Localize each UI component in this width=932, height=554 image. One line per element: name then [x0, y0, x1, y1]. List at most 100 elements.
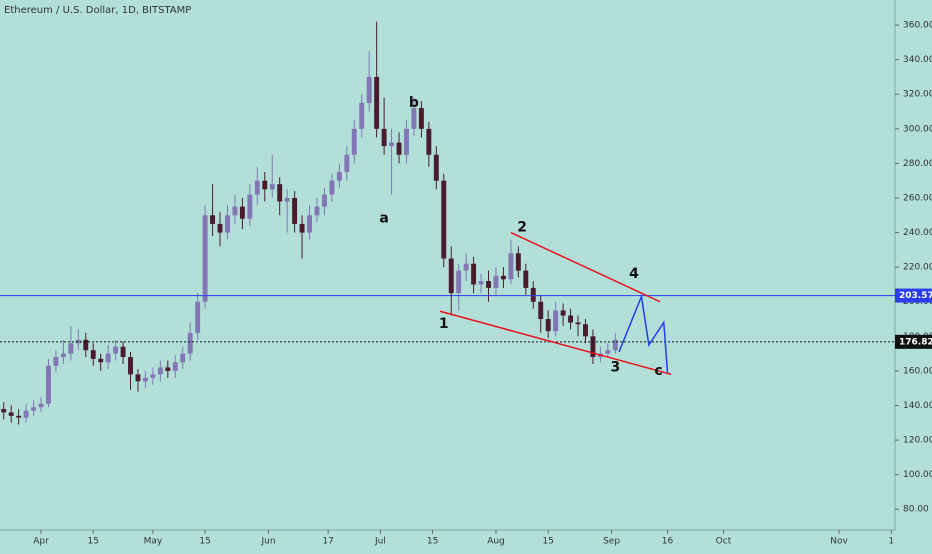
candle-body [150, 374, 156, 378]
y-tick-label: 80.00 [903, 505, 929, 515]
candle-body [411, 108, 417, 129]
candle-body [46, 365, 51, 404]
x-tick-label: 17 [322, 537, 333, 547]
candle-body [254, 180, 260, 195]
x-tick-label: 15 [542, 537, 553, 547]
candle-body [8, 412, 14, 416]
y-tick-label: 120.00 [903, 436, 932, 446]
candle-body [351, 128, 357, 155]
candle-body [98, 358, 104, 363]
x-tick-label: 15 [88, 537, 99, 547]
x-tick-label: Aug [487, 537, 505, 547]
candle-body [583, 324, 588, 337]
wave-label: 2 [517, 219, 527, 235]
candle-body [165, 367, 171, 371]
candle-body [441, 180, 447, 259]
y-tick-label: 320.00 [903, 90, 932, 100]
y-tick-label: 100.00 [903, 470, 932, 480]
candle-body [83, 339, 89, 351]
x-tick-label: 16 [662, 537, 674, 547]
candle-body [500, 275, 506, 280]
x-tick-label: May [144, 537, 163, 547]
x-tick-label: 15 [427, 537, 438, 547]
y-tick-label: 260.00 [903, 193, 932, 203]
x-tick-label: 1 [888, 537, 894, 547]
candle-body [493, 275, 499, 288]
y-tick-label: 340.00 [903, 55, 932, 65]
candle-body [292, 197, 298, 224]
wave-label: 3 [610, 359, 620, 375]
candle-body [612, 339, 618, 351]
candle-body [478, 280, 484, 285]
candle-body [336, 172, 342, 181]
candle-body [448, 258, 454, 294]
y-tick-label: 240.00 [903, 228, 932, 238]
wave-label: b [409, 95, 419, 111]
candle-body [538, 301, 544, 320]
candle-body [553, 310, 559, 332]
candle-body [105, 353, 111, 363]
candle-body [202, 215, 208, 302]
candle-body [247, 194, 253, 219]
candle-body [90, 350, 96, 359]
y-tick-label: 140.00 [903, 401, 932, 411]
candle-body [187, 332, 193, 354]
candle-body [113, 346, 119, 354]
candle-body [277, 184, 283, 202]
x-tick-label: Oct [716, 537, 732, 547]
candle-body [508, 253, 514, 280]
candle-body [359, 102, 365, 129]
candle-body [1, 408, 7, 413]
candle-body [381, 128, 387, 147]
candle-body [389, 142, 395, 147]
price-label: 176.82 [899, 337, 932, 347]
candle-body [180, 353, 186, 363]
candle-body [68, 343, 74, 354]
y-tick-label: 280.00 [903, 159, 932, 169]
candle-body [530, 287, 536, 302]
candle-body [172, 362, 178, 371]
candle-body [239, 206, 245, 219]
candle-body [210, 215, 216, 224]
candle-body [157, 367, 163, 375]
candle-body [374, 76, 380, 129]
candle-body [545, 319, 551, 332]
candle-body [299, 223, 305, 233]
x-tick-label: Apr [33, 537, 49, 547]
candle-body [314, 206, 320, 216]
candle-body [426, 128, 432, 155]
wave-label: a [379, 211, 388, 227]
drawing-line [439, 310, 672, 376]
candle-body [366, 76, 372, 103]
candle-body [195, 301, 201, 333]
candle-body [568, 315, 574, 323]
candle-body [523, 270, 529, 288]
candle-body [515, 253, 521, 271]
candle-body [418, 108, 424, 129]
x-tick-label: 15 [199, 537, 210, 547]
candle-body [307, 215, 312, 233]
x-tick-label: Jul [374, 537, 386, 547]
y-tick-label: 160.00 [903, 366, 932, 376]
candle-body [60, 353, 66, 358]
candle-body [486, 280, 491, 288]
price-label-box [895, 334, 932, 349]
candle-body [456, 270, 462, 294]
price-label: 203.57 [899, 291, 932, 301]
candle-body [396, 142, 402, 155]
candle-body [38, 403, 44, 408]
candle-body [269, 184, 275, 190]
candle-body [232, 206, 238, 216]
candle-body [142, 377, 148, 382]
candle-body [404, 128, 409, 155]
candle-body [23, 410, 29, 418]
x-tick-label: Jun [260, 537, 275, 547]
y-tick-label: 360.00 [903, 21, 932, 31]
candle-body [120, 346, 126, 358]
candle-body [135, 374, 141, 382]
candle-body [31, 407, 37, 411]
candle-body [344, 154, 350, 173]
candle-body [16, 415, 22, 418]
candle-body [560, 310, 566, 316]
